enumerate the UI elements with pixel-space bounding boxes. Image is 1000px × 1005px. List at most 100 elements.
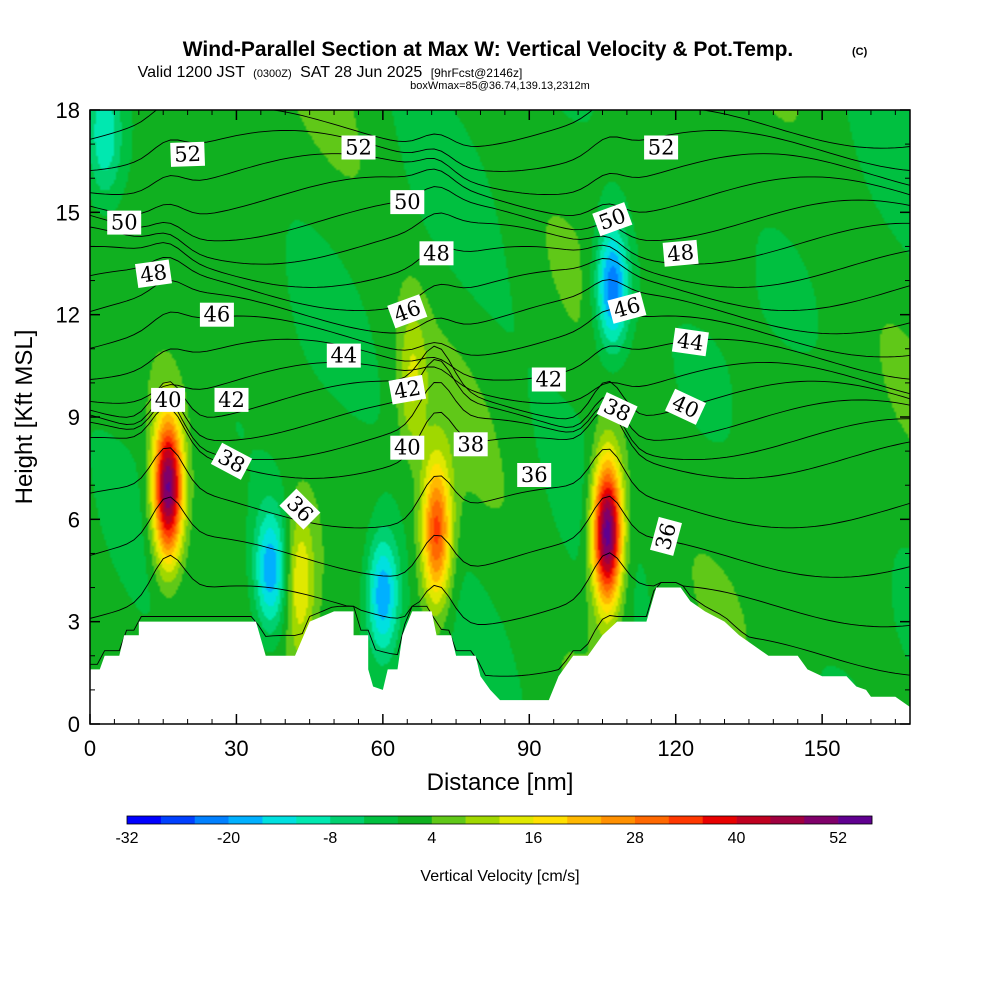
contour-label: 40 [151,387,186,412]
y-tick-label: 3 [68,610,80,635]
chart-title: Wind-Parallel Section at Max W: Vertical… [183,38,794,61]
colorbar-tick-label: 52 [829,830,847,847]
contour-label-text: 38 [457,432,484,456]
colorbar-tick-label: -8 [323,830,337,847]
contour-label-bg [107,210,142,235]
contour-label-text: 40 [155,388,182,412]
contour-label-text: 42 [535,368,562,392]
contour-label: 42 [388,374,427,405]
contour-label-bg [419,241,454,266]
colorbar-swatch [296,816,331,824]
contour-label: 50 [390,190,425,215]
contour-label-bg [531,367,566,392]
colorbar-swatch [194,816,229,824]
contour-label-text: 40 [394,436,421,460]
contour-label-bg [210,442,253,480]
y-axis-label: Height [Kft MSL] [11,330,38,505]
colorbar-swatch [499,816,534,824]
y-tick-label: 15 [56,200,80,225]
colorbar-swatch [160,816,196,824]
contour-label-bg [134,259,173,288]
theta-contour-43 [90,338,910,381]
x-axis: 0 30 60 90 120 150 [84,110,896,761]
theta-contour-49 [90,186,910,242]
contour-label: 40 [390,435,425,460]
theta-contour-46 [90,257,910,312]
colorbar [126,815,873,825]
contour-label-bg [170,141,206,167]
contour-label-bg [390,435,425,460]
terrain [90,587,910,724]
contour-label: 48 [419,241,454,266]
contour-label: 46 [199,302,234,327]
colorbar-tick-label: -20 [217,830,240,847]
copyright-mark: (C) [852,46,868,58]
colorbar-swatch [601,816,636,824]
x-tick-label: 90 [517,736,541,761]
contour-label-bg [199,302,234,327]
colorbar-swatch [838,816,873,824]
contour-label-bg [596,392,638,429]
theta-contour-40 [90,359,910,442]
contour-label: 44 [326,343,361,368]
x-tick-label: 120 [657,736,694,761]
contour-label: 42 [214,387,249,412]
contour-label-bg [671,327,709,357]
y-tick-label: 6 [68,507,80,532]
y-tick-label: 9 [68,405,80,430]
theta-contour-34 [90,581,910,677]
colorbar-swatch [330,816,365,824]
valid-zulu: (0300Z) [253,68,292,80]
theta-contour-42 [90,361,910,404]
contour-label: 44 [671,327,709,357]
contour-label: 52 [341,135,376,160]
contour-label-bg [650,516,682,556]
contour-label-text: 36 [521,463,548,487]
colorbar-swatch [431,816,466,824]
valid-prefix: Valid 1200 JST [138,64,246,81]
theta-contour-47 [90,242,910,288]
contour-label: 50 [107,210,142,235]
contour-label: 48 [134,259,173,288]
contour-label-bg [607,291,647,324]
contour-label-bg [453,432,488,457]
contour-label: 52 [170,141,206,167]
theta-contour-53 [90,110,910,149]
colorbar-ticks: -32 -20 -8 4 16 28 40 52 [115,830,847,847]
contour-label-bg [665,388,706,425]
y-tick-label: 12 [56,303,80,328]
x-tick-label: 150 [804,736,841,761]
theta-contour-35 [90,552,910,628]
theta-contour-50 [90,168,910,216]
contour-label-text: 44 [330,344,357,368]
contour-label: 42 [531,367,566,392]
colorbar-tick-label: 16 [525,830,543,847]
contour-label-text: 50 [111,211,138,235]
colorbar-tick-label: 40 [728,830,746,847]
contour-label-bg [390,190,425,215]
contour-label-bg [326,343,361,368]
colorbar-label: Vertical Velocity [cm/s] [420,868,579,885]
box-wmax-line: boxWmax=85@36.74,139.13,2312m [410,80,590,92]
contour-label-text: 44 [675,328,705,355]
colorbar-tick-label: 4 [427,830,436,847]
valid-time-line: Valid 1200 JST (0300Z) SAT 28 Jun 2025 [… [138,64,523,81]
colorbar-frame [126,815,873,825]
y-tick-label: 18 [56,98,80,123]
contour-label-bg [279,488,321,530]
contour-label: 36 [517,463,552,487]
contour-label-text: 48 [139,260,169,287]
contour-label-bg [592,202,633,237]
colorbar-swatch [702,816,737,824]
theta-contour-48 [90,212,910,265]
contour-label-bg [151,387,186,412]
contour-label-bg [388,374,427,405]
theta-contour-37 [90,447,910,529]
theta-contour-45 [90,279,910,335]
contour-label: 48 [662,239,699,267]
y-tick-label: 0 [68,712,80,737]
contour-label-bg [662,239,699,267]
theta-contour-51 [90,153,910,196]
